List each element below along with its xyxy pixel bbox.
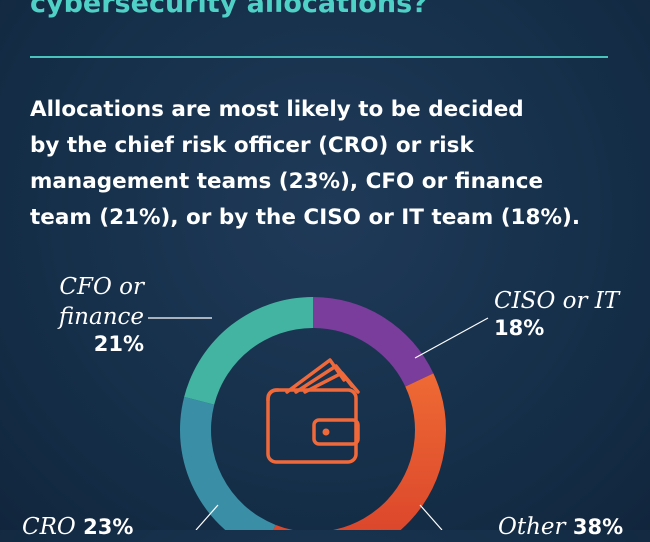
callout-cfo-line1: CFO or [59, 274, 144, 300]
summary-line-4: team (21%), or by the CISO or IT team (1… [30, 205, 580, 230]
summary-line-2: by the chief risk officer (CRO) or risk [30, 133, 474, 158]
leader-line-ciso [414, 317, 489, 359]
donut-slice-other [273, 373, 446, 530]
callout-cfo: CFO or finance 21% [58, 272, 144, 356]
summary-line-3: management teams (23%), CFO or finance [30, 169, 544, 194]
donut-chart [148, 297, 489, 530]
callout-other-label: Other [498, 514, 573, 540]
callout-cro-label: CRO [22, 514, 84, 540]
callout-cfo-line2: finance [58, 304, 144, 330]
leader-line-other [419, 504, 443, 530]
summary-line-1: Allocations are most likely to be decide… [30, 97, 524, 122]
wallet-with-cash-icon [266, 358, 360, 464]
callout-cfo-percent: 21% [93, 332, 144, 356]
leader-line-cro [195, 504, 219, 530]
callout-ciso-percent: 18% [494, 316, 545, 340]
callout-cro-percent: 23% [83, 515, 134, 539]
callout-other-percent: 38% [572, 515, 624, 539]
callout-cro: CRO 23% [22, 512, 133, 542]
donut-slice-cro [180, 396, 276, 530]
donut-slice-ciso-or-it [313, 297, 434, 387]
callout-ciso-label: CISO or IT [494, 288, 620, 314]
callout-leader-lines [148, 317, 489, 530]
infographic-title: cybersecurity allocations? [30, 0, 428, 19]
summary-text: Allocations are most likely to be decide… [30, 92, 630, 236]
donut-slice-cfo-or-finance [184, 297, 313, 405]
callout-other: Other 38% [498, 512, 623, 542]
callout-ciso: CISO or IT 18% [494, 286, 650, 340]
title-divider [30, 56, 608, 58]
donut-slices [180, 297, 446, 530]
